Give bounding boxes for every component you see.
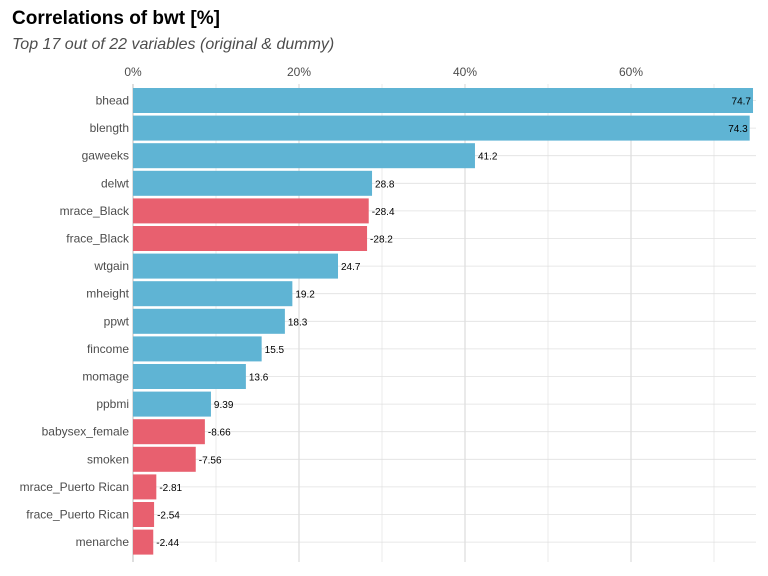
x-tick-label: 0% xyxy=(124,65,142,79)
value-label: -28.2 xyxy=(370,235,393,246)
category-label: fincome xyxy=(87,342,129,356)
value-label: 74.7 xyxy=(732,97,752,108)
value-label: 9.39 xyxy=(214,400,234,411)
bar xyxy=(133,88,754,113)
bar xyxy=(133,474,157,500)
category-label: bhead xyxy=(96,94,129,108)
category-label: delwt xyxy=(101,176,130,190)
bar xyxy=(133,529,154,555)
bar xyxy=(133,336,262,362)
bar xyxy=(133,502,155,527)
value-label: 28.8 xyxy=(375,179,395,190)
chart-title: Correlations of bwt [%] xyxy=(12,8,220,29)
chart-subtitle: Top 17 out of 22 variables (original & d… xyxy=(12,36,335,53)
labels: 0% 20% 40% 60% bhead 74.7 blength 74.3 gaweeks 41… xyxy=(20,65,752,549)
value-label: 41.2 xyxy=(478,152,498,163)
bar xyxy=(133,391,211,417)
category-label: babysex_female xyxy=(42,425,130,439)
value-label: -2.54 xyxy=(157,511,180,522)
bar xyxy=(133,198,369,224)
value-label: -28.4 xyxy=(372,207,395,218)
category-label: mrace_Puerto Rican xyxy=(20,480,129,494)
x-tick-label: 40% xyxy=(453,65,477,79)
value-label: -2.81 xyxy=(159,483,182,494)
bar xyxy=(133,170,373,196)
category-label: wtgain xyxy=(93,259,129,273)
value-label: 74.3 xyxy=(728,124,748,135)
value-label: -7.56 xyxy=(199,455,222,466)
category-label: blength xyxy=(90,121,129,135)
category-label: mheight xyxy=(86,287,129,301)
value-label: -8.66 xyxy=(208,428,231,439)
bar xyxy=(133,364,246,389)
x-tick-label: 20% xyxy=(287,65,311,79)
category-label: ppbmi xyxy=(96,397,129,411)
value-label: 18.3 xyxy=(288,317,308,328)
bar xyxy=(133,419,205,445)
category-label: frace_Black xyxy=(66,232,130,246)
category-label: menarche xyxy=(76,535,130,549)
bar xyxy=(133,226,368,251)
category-label: frace_Puerto Rican xyxy=(26,508,129,522)
value-label: 24.7 xyxy=(341,262,361,273)
bar xyxy=(133,115,750,141)
bars xyxy=(133,88,754,555)
value-label: -2.44 xyxy=(156,538,179,549)
x-tick-label: 60% xyxy=(619,65,643,79)
bar xyxy=(133,446,196,472)
category-label: ppwt xyxy=(104,314,130,328)
category-label: momage xyxy=(82,370,129,384)
value-label: 19.2 xyxy=(295,290,315,301)
category-label: mrace_Black xyxy=(60,204,130,218)
bar xyxy=(133,143,475,169)
category-label: smoken xyxy=(87,452,129,466)
value-label: 13.6 xyxy=(249,373,269,384)
bar xyxy=(133,308,285,334)
bar xyxy=(133,253,339,279)
bar xyxy=(133,281,293,307)
category-label: gaweeks xyxy=(82,149,129,163)
value-label: 15.5 xyxy=(265,345,285,356)
